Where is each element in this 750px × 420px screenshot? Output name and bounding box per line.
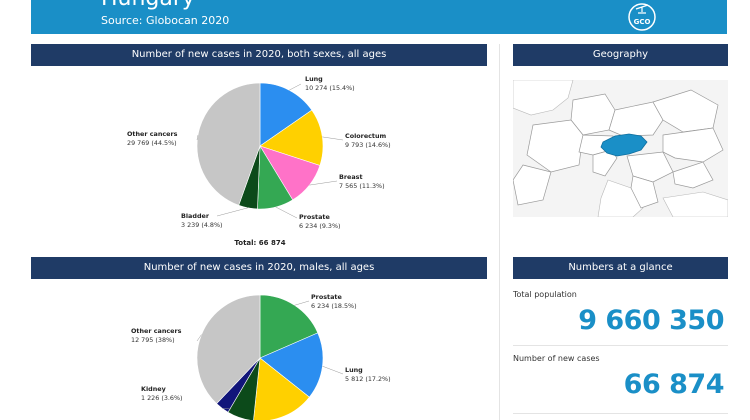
- slice-value-kidney: 1 226 (3.6%): [141, 394, 183, 402]
- slice-name-prostate: Prostate: [299, 213, 330, 221]
- leader-line-colorectum: [322, 136, 344, 141]
- new-cases-label: Number of new cases: [513, 354, 600, 363]
- slice-name-prostate: Prostate: [311, 293, 342, 301]
- slice-name-bladder: Bladder: [181, 212, 210, 220]
- pie-total-label: Total: 66 874: [234, 239, 285, 247]
- slice-value-lung: 10 274 (15.4%): [305, 84, 355, 92]
- slice-value-lung: 5 812 (17.2%): [345, 375, 391, 383]
- total-population-value: 9 660 350: [578, 305, 724, 336]
- slice-name-colorectum: Colorectum: [345, 132, 387, 140]
- glance-separator: [513, 345, 728, 346]
- leader-line-breast: [309, 180, 338, 186]
- leader-line-lung: [289, 83, 302, 91]
- europe-map: [513, 80, 728, 217]
- country-title: Hungary: [101, 0, 195, 11]
- slice-name-lung: Lung: [345, 366, 363, 374]
- total-population-label: Total population: [513, 290, 577, 299]
- top-banner: Hungary Source: Globocan 2020 GCO: [31, 0, 727, 34]
- pie-slice-other-cancers[interactable]: [196, 294, 261, 405]
- pie-slice-colorectum[interactable]: [259, 109, 324, 166]
- slice-value-other-cancers: 12 795 (38%): [131, 336, 175, 344]
- slice-value-bladder: 3 239 (4.8%): [181, 221, 223, 229]
- pie-slice-other-cancers[interactable]: [196, 82, 261, 206]
- gco-logo-icon[interactable]: GCO: [625, 0, 659, 32]
- slice-value-prostate: 6 234 (9.3%): [299, 222, 341, 230]
- leader-line-prostate: [275, 206, 298, 219]
- slice-name-breast: Breast: [339, 173, 363, 181]
- slice-value-prostate: 6 234 (18.5%): [311, 302, 357, 310]
- leader-line-other-cancers: [196, 135, 199, 141]
- leader-line-bladder: [216, 207, 248, 217]
- slice-name-kidney: Kidney: [141, 385, 167, 393]
- new-cases-value: 66 874: [623, 369, 725, 400]
- leader-line-kidney: [221, 408, 232, 410]
- slice-name-lung: Lung: [305, 75, 323, 83]
- panel-header-both-sexes: Number of new cases in 2020, both sexes,…: [31, 44, 487, 66]
- slice-value-other-cancers: 29 769 (44.5%): [127, 139, 177, 147]
- slice-name-other-cancers: Other cancers: [127, 130, 178, 138]
- gco-logo-text: GCO: [634, 18, 651, 26]
- slice-name-other-cancers: Other cancers: [131, 327, 182, 335]
- source-text: Source: Globocan 2020: [101, 14, 230, 27]
- panel-header-geography: Geography: [513, 44, 728, 66]
- leader-line-lung: [322, 365, 344, 375]
- pie-slice-lung[interactable]: [259, 332, 324, 398]
- slice-value-colorectum: 9 793 (14.6%): [345, 141, 391, 149]
- pie-slice-colorectum[interactable]: [253, 357, 310, 420]
- slice-value-breast: 7 565 (11.3%): [339, 182, 385, 190]
- panel-header-males: Number of new cases in 2020, males, all …: [31, 257, 487, 279]
- hungary-highlight: [600, 133, 648, 157]
- column-divider: [499, 44, 500, 420]
- leader-line-other-cancers: [196, 334, 202, 342]
- leader-line-prostate: [294, 300, 310, 306]
- panel-header-glance: Numbers at a glance: [513, 257, 728, 279]
- glance-separator-bottom: [513, 413, 728, 414]
